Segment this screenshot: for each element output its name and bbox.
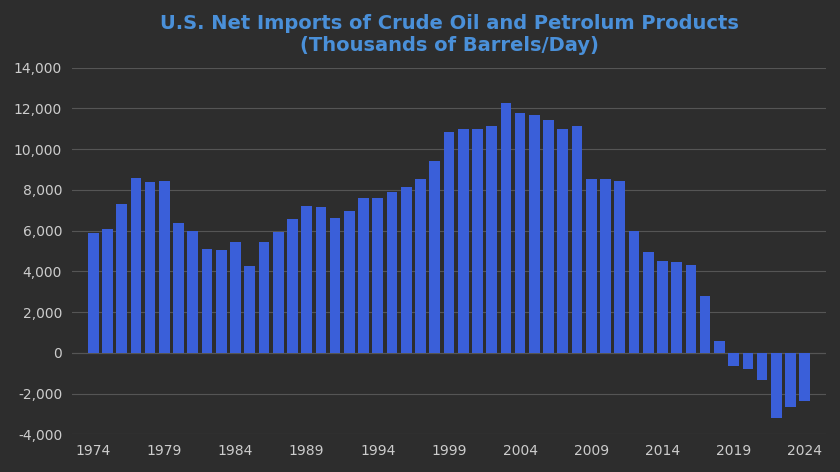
Bar [202, 249, 213, 353]
Bar [330, 218, 340, 353]
Bar [429, 160, 440, 353]
Bar [757, 353, 768, 380]
Bar [529, 116, 540, 353]
Bar [628, 231, 639, 353]
Bar [144, 183, 155, 353]
Bar [444, 132, 454, 353]
Bar [259, 242, 270, 353]
Bar [671, 262, 682, 353]
Bar [88, 233, 98, 353]
Bar [572, 126, 582, 353]
Bar [614, 181, 625, 353]
Bar [657, 261, 668, 353]
Bar [187, 231, 198, 353]
Bar [273, 232, 284, 353]
Bar [401, 187, 412, 353]
Bar [728, 353, 739, 366]
Bar [344, 211, 354, 353]
Bar [287, 219, 298, 353]
Title: U.S. Net Imports of Crude Oil and Petrolum Products
(Thousands of Barrels/Day): U.S. Net Imports of Crude Oil and Petrol… [160, 14, 738, 55]
Bar [316, 207, 326, 353]
Bar [386, 192, 397, 353]
Bar [472, 129, 483, 353]
Bar [601, 179, 611, 353]
Bar [700, 296, 711, 353]
Bar [116, 204, 127, 353]
Bar [785, 353, 795, 407]
Bar [543, 120, 554, 353]
Bar [102, 229, 113, 353]
Bar [302, 206, 312, 353]
Bar [515, 113, 526, 353]
Bar [586, 179, 596, 353]
Bar [244, 266, 255, 353]
Bar [558, 129, 568, 353]
Bar [743, 353, 753, 369]
Bar [771, 353, 782, 418]
Bar [685, 264, 696, 353]
Bar [359, 198, 369, 353]
Bar [173, 223, 184, 353]
Bar [415, 179, 426, 353]
Bar [800, 353, 810, 401]
Bar [501, 103, 512, 353]
Bar [714, 341, 725, 353]
Bar [159, 181, 170, 353]
Bar [643, 252, 654, 353]
Bar [130, 178, 141, 353]
Bar [230, 242, 241, 353]
Bar [372, 198, 383, 353]
Bar [216, 250, 227, 353]
Bar [458, 129, 469, 353]
Bar [486, 126, 497, 353]
